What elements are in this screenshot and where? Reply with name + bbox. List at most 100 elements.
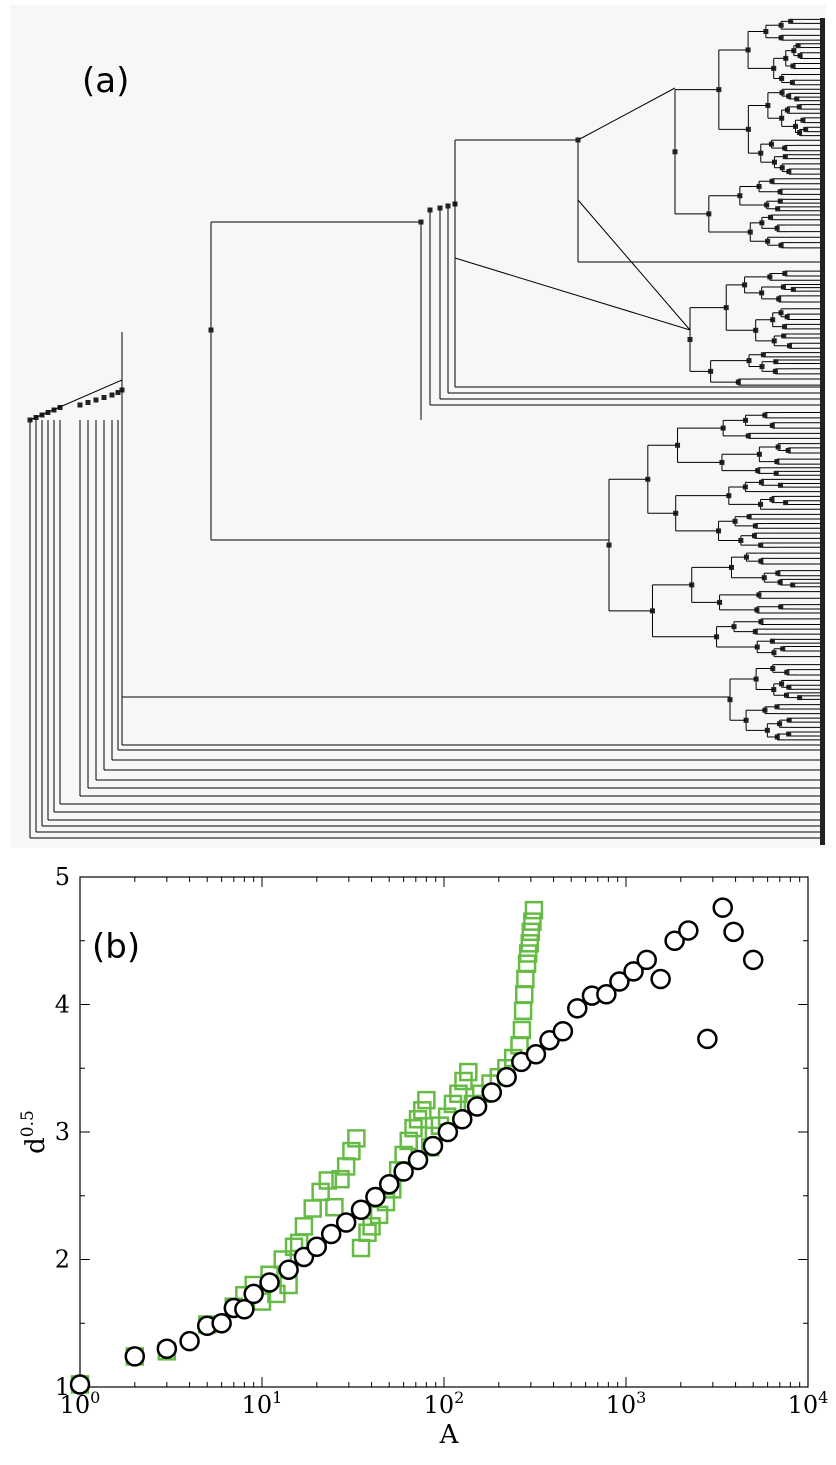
circle-point (211, 1313, 232, 1334)
panel-a: (a) (10, 5, 826, 848)
square-point (514, 985, 534, 1004)
x-tick-label: 103 (606, 1388, 647, 1419)
square-point (351, 1238, 371, 1258)
circle-point (259, 1272, 280, 1293)
dendrogram: (a) (10, 5, 826, 848)
tree-node (672, 149, 678, 155)
circle-point (650, 968, 671, 990)
circle-point (234, 1298, 255, 1320)
x-axis-label: A (439, 1420, 460, 1450)
circle-point (481, 1082, 503, 1103)
square-point (294, 1217, 314, 1236)
circle-point (320, 1223, 342, 1245)
tree-node (606, 542, 612, 548)
tree-node (445, 203, 451, 209)
y-tick-label: 3 (55, 1118, 70, 1146)
tree-edge (29, 379, 123, 421)
square-point (520, 934, 540, 953)
circle-point (156, 1338, 178, 1359)
square-point (318, 1171, 338, 1190)
x-tick-label: 101 (242, 1388, 283, 1419)
scatter-chart: (b) 100 101 102 103 104 1 2 3 4 5 Ad0.5 (18, 863, 829, 1450)
y-tick-label: 2 (55, 1246, 70, 1274)
square-point (358, 1223, 377, 1242)
circle-point (525, 1043, 547, 1065)
tree-node (77, 402, 83, 408)
square-point (443, 1094, 463, 1114)
circle-point (393, 1161, 414, 1182)
square-point (413, 1101, 432, 1120)
circle-point (179, 1330, 200, 1352)
tree-node (687, 336, 693, 342)
circle-point (306, 1236, 328, 1257)
tree-edge (577, 199, 691, 331)
y-tick-label: 1 (55, 1373, 70, 1401)
panel-b-label: (b) (92, 927, 140, 967)
square-point (449, 1084, 468, 1103)
circle-point (243, 1283, 264, 1305)
circle-point (567, 998, 588, 1019)
square-point (512, 1020, 532, 1040)
circle-point (278, 1259, 299, 1280)
circle-point (496, 1066, 517, 1088)
tree-node (418, 219, 424, 225)
square-point (399, 1131, 418, 1151)
tree-node (93, 397, 99, 403)
circle-point (365, 1186, 386, 1208)
tree-node (109, 392, 115, 398)
circle-point (124, 1346, 146, 1367)
square-point (342, 1141, 361, 1161)
square-point (516, 969, 535, 989)
x-tick-label: 102 (424, 1388, 465, 1419)
tree-node (115, 390, 121, 395)
circle-point (437, 1121, 459, 1143)
circle-point (742, 949, 764, 971)
circle-point (712, 897, 733, 918)
circle-point (407, 1149, 429, 1171)
square-point (524, 900, 544, 920)
square-point (347, 1129, 366, 1148)
circle-point (664, 930, 685, 951)
circle-point (335, 1212, 357, 1233)
x-tick-label: 100 (60, 1388, 101, 1419)
circle-point (466, 1096, 488, 1117)
tree-node (437, 205, 443, 211)
square-point (513, 1001, 533, 1021)
square-point (417, 1090, 436, 1110)
circle-point (723, 921, 744, 943)
circle-point (697, 1028, 718, 1050)
circle-point (422, 1135, 444, 1157)
y-axis-label: d0.5 (18, 1110, 51, 1154)
tree-node (101, 395, 107, 400)
y-tick-label: 4 (55, 991, 70, 1019)
circle-point (623, 961, 644, 982)
tree-edge (454, 257, 691, 331)
circle-point (350, 1199, 372, 1221)
circle-point (596, 984, 617, 1005)
circle-point (69, 1374, 91, 1395)
circle-point (636, 949, 657, 971)
square-point (518, 944, 538, 963)
square-point (303, 1199, 322, 1218)
circle-point (609, 971, 630, 992)
square-point (523, 912, 542, 931)
square-point (459, 1062, 478, 1082)
tree-node (208, 327, 214, 333)
square-point (325, 1197, 344, 1217)
circle-point (678, 920, 699, 941)
tree-edge (577, 87, 676, 141)
dendrogram-background (10, 5, 826, 848)
x-tick-label: 104 (788, 1388, 829, 1419)
circle-point (552, 1021, 574, 1042)
tree-node (427, 207, 433, 213)
panel-a-label: (a) (82, 61, 129, 101)
square-point (521, 922, 541, 942)
square-point (517, 954, 537, 973)
tree-node (85, 400, 91, 405)
circle-point (452, 1109, 473, 1130)
square-point (331, 1169, 350, 1189)
y-tick-label: 5 (55, 863, 70, 891)
tree-node (575, 137, 581, 143)
circle-point (378, 1174, 400, 1195)
